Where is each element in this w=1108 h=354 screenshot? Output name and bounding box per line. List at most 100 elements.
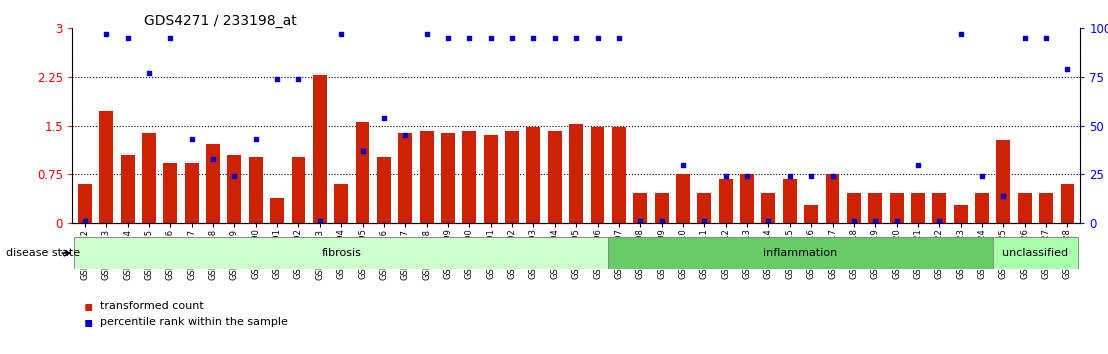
Point xyxy=(866,218,884,224)
Bar xyxy=(719,179,732,223)
Bar xyxy=(591,127,605,223)
Bar xyxy=(932,193,946,223)
Point xyxy=(973,173,991,179)
Text: inflammation: inflammation xyxy=(763,248,838,258)
Bar xyxy=(996,140,1010,223)
Point xyxy=(119,35,136,41)
Bar xyxy=(74,237,608,269)
Bar xyxy=(142,133,156,223)
Point xyxy=(204,156,222,161)
Point xyxy=(98,31,115,37)
Bar xyxy=(270,198,284,223)
Point xyxy=(226,173,244,179)
Bar xyxy=(420,131,433,223)
Point xyxy=(931,218,948,224)
Text: percentile rank within the sample: percentile rank within the sample xyxy=(100,317,288,327)
Text: ▪: ▪ xyxy=(84,299,93,313)
Bar xyxy=(227,155,242,223)
Bar xyxy=(655,193,668,223)
Point xyxy=(76,218,94,224)
Bar xyxy=(377,157,391,223)
Point xyxy=(311,218,329,224)
Bar xyxy=(163,163,177,223)
Bar xyxy=(954,205,967,223)
Point xyxy=(952,31,970,37)
Bar xyxy=(825,175,840,223)
Point xyxy=(332,31,350,37)
Point xyxy=(802,173,820,179)
Point xyxy=(1037,35,1055,41)
Bar xyxy=(505,131,519,223)
Bar xyxy=(526,127,541,223)
Bar xyxy=(249,157,263,223)
Point xyxy=(482,35,500,41)
Bar xyxy=(911,193,925,223)
Point xyxy=(353,148,371,154)
Point xyxy=(140,70,157,76)
Point xyxy=(823,173,841,179)
Bar xyxy=(312,75,327,223)
Bar xyxy=(634,193,647,223)
Bar xyxy=(783,179,797,223)
Point xyxy=(674,162,691,167)
Bar xyxy=(612,127,626,223)
Bar xyxy=(869,193,882,223)
Point xyxy=(375,115,392,121)
Point xyxy=(632,218,649,224)
Bar xyxy=(1039,193,1053,223)
Point xyxy=(588,35,606,41)
Bar xyxy=(1018,193,1032,223)
Point xyxy=(760,218,778,224)
Point xyxy=(247,137,265,142)
Bar xyxy=(335,184,348,223)
Point xyxy=(397,132,414,138)
Point xyxy=(909,162,926,167)
Point xyxy=(1016,35,1034,41)
Text: ▪: ▪ xyxy=(84,315,93,329)
Point xyxy=(738,173,756,179)
Bar xyxy=(441,133,455,223)
Bar xyxy=(570,124,583,223)
Bar xyxy=(185,163,198,223)
Point xyxy=(653,218,670,224)
Bar xyxy=(975,193,989,223)
Point xyxy=(696,218,714,224)
Text: GDS4271 / 233198_at: GDS4271 / 233198_at xyxy=(144,14,297,28)
Bar xyxy=(100,112,113,223)
Point xyxy=(418,31,435,37)
Bar xyxy=(462,131,476,223)
Point xyxy=(524,35,542,41)
Bar xyxy=(1060,184,1075,223)
Point xyxy=(503,35,521,41)
Bar xyxy=(847,193,861,223)
Bar xyxy=(356,122,369,223)
Bar xyxy=(484,135,497,223)
Point xyxy=(995,193,1013,199)
Point xyxy=(1058,67,1076,72)
Point xyxy=(183,137,201,142)
Bar xyxy=(761,193,776,223)
Point xyxy=(289,76,307,82)
Bar xyxy=(608,237,993,269)
Point xyxy=(717,173,735,179)
Point xyxy=(268,76,286,82)
Point xyxy=(781,173,799,179)
Bar xyxy=(121,155,134,223)
Bar xyxy=(676,175,690,223)
Bar xyxy=(697,193,711,223)
Text: unclassified: unclassified xyxy=(1003,248,1068,258)
Point xyxy=(567,35,585,41)
Bar xyxy=(398,133,412,223)
Text: fibrosis: fibrosis xyxy=(321,248,361,258)
Point xyxy=(888,218,905,224)
Bar xyxy=(206,144,220,223)
Point xyxy=(546,35,564,41)
Point xyxy=(162,35,179,41)
Point xyxy=(461,35,479,41)
Text: disease state: disease state xyxy=(6,248,80,258)
Bar xyxy=(804,205,818,223)
Point xyxy=(611,35,628,41)
Bar xyxy=(993,237,1078,269)
Bar xyxy=(291,157,306,223)
Bar xyxy=(78,184,92,223)
